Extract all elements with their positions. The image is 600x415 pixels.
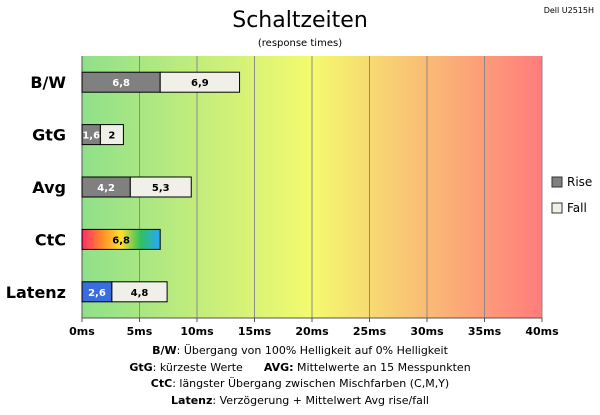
legend-label: Rise — [567, 175, 592, 189]
note-key: CtC — [150, 377, 173, 390]
bar-rise-label: 1,6 — [82, 131, 100, 142]
note-gtg-avg: GtG: kürzeste Werte AVG: Mittelwerte an … — [0, 360, 600, 377]
bar-fall — [99, 124, 124, 146]
model-label: Dell U2515H — [544, 6, 594, 15]
bar-fall-label: 2 — [108, 131, 115, 142]
note-text: Mittelwerte an 15 Messpunkten — [293, 360, 471, 374]
note-key: AVG: — [263, 360, 294, 374]
bars: 6,8 6,9 1,6 2 4,2 5,3 6,8 2,6 4,8 — [81, 71, 241, 303]
legend-swatch — [551, 202, 563, 214]
note-key: Latenz — [171, 393, 213, 407]
category-label: B/W — [30, 73, 66, 92]
bar-fall — [159, 71, 241, 93]
notes-block: B/W: Übergang von 100% Helligkeit auf 0%… — [0, 343, 600, 409]
x-tick-label: 35ms — [468, 325, 502, 338]
note-text: : Übergang von 100% Helligkeit auf 0% He… — [176, 344, 448, 357]
x-tick-label: 40ms — [525, 325, 559, 338]
x-tick-label: 5ms — [127, 325, 153, 338]
x-tick-label: 25ms — [353, 325, 387, 338]
note-text: : längster Übergang zwischen Mischfarben… — [172, 377, 450, 390]
category-labels: B/W GtG Avg CtC Latenz — [6, 73, 67, 302]
bar-rise-label: 6,8 — [112, 78, 130, 89]
legend: Rise Fall — [551, 175, 592, 215]
x-tick-label: 20ms — [295, 325, 329, 338]
bar-rise-label: 6,8 — [112, 235, 130, 246]
x-tick-label: 0ms — [69, 325, 95, 338]
category-label: GtG — [32, 126, 66, 145]
bar-rise-label: 4,2 — [97, 183, 115, 194]
category-label: Latenz — [6, 283, 66, 302]
note-key: B/W — [152, 344, 177, 357]
bar-fall-label: 6,9 — [191, 78, 209, 89]
legend-swatch — [551, 176, 563, 188]
note-key: GtG — [129, 360, 153, 374]
note-text: : Verzögerung + Mittelwert Avg rise/fall — [212, 393, 429, 407]
category-label: CtC — [35, 230, 66, 249]
note-latenz: Latenz: Verzögerung + Mittelwert Avg ris… — [0, 393, 600, 410]
x-tick-label: 15ms — [238, 325, 272, 338]
legend-label: Fall — [567, 201, 587, 215]
bar-fall — [129, 176, 192, 198]
chart-title: Schaltzeiten — [232, 8, 368, 33]
note-ctc: CtC: längster Übergang zwischen Mischfar… — [0, 376, 600, 393]
bar-rise — [81, 228, 161, 250]
note-bw: B/W: Übergang von 100% Helligkeit auf 0%… — [0, 343, 600, 360]
category-label: Avg — [32, 178, 66, 197]
x-tick-label: 10ms — [180, 325, 214, 338]
bar-fall-label: 4,8 — [131, 288, 149, 299]
x-tick-labels: 0ms 5ms 10ms 15ms 20ms 25ms 30ms 35ms 40ms — [69, 318, 559, 338]
note-text: : kürzeste Werte — [152, 360, 243, 374]
bar-fall — [111, 281, 168, 303]
bar-rise-label: 2,6 — [88, 288, 106, 299]
x-tick-label: 30ms — [410, 325, 444, 338]
bar-fall-label: 5,3 — [152, 183, 170, 194]
chart-subtitle: (response times) — [258, 38, 342, 49]
